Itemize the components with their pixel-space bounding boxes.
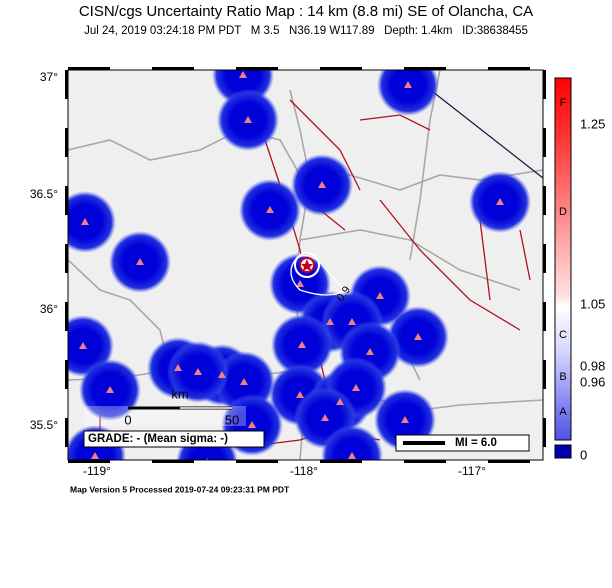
epicenter-ring	[294, 252, 320, 278]
station	[348, 452, 356, 459]
frame-segment	[543, 360, 546, 389]
lat-label: 37°	[40, 70, 58, 84]
lat-label: 36.5°	[30, 187, 58, 201]
frame-segment	[65, 70, 68, 99]
colorbar-letters: F D C B A	[559, 97, 567, 418]
station	[218, 371, 226, 378]
frame-segment	[543, 128, 546, 157]
station	[79, 342, 87, 349]
frame-segment	[65, 360, 68, 389]
contour	[290, 254, 347, 296]
frame-segment	[320, 67, 362, 70]
grade: GRADE: - (Mean sigma: -)	[88, 433, 228, 445]
frame-segment	[65, 302, 68, 331]
colorbar-tick: 0.96	[580, 374, 605, 389]
frame-segment	[65, 244, 68, 273]
station	[298, 341, 306, 348]
scale-bg	[84, 406, 246, 426]
colorbar-tick: 1.05	[580, 296, 605, 311]
lat-labels: 37° 36.5° 36° 35.5°	[30, 70, 58, 432]
frame-segment	[543, 244, 546, 273]
station	[401, 416, 409, 423]
footer: Map Version 5 Processed 2019-07-24 09:23…	[70, 484, 290, 494]
station	[244, 116, 252, 123]
station	[336, 398, 344, 405]
lat-label: 36°	[40, 302, 58, 316]
frame-segment	[543, 302, 546, 331]
frame-segment	[543, 186, 546, 215]
station	[318, 181, 326, 188]
frame-segment	[488, 67, 530, 70]
station	[248, 421, 256, 428]
station-area	[68, 191, 116, 253]
subtitle: Jul 24, 2019 03:24:18 PM PDT M 3.5 N36.1…	[84, 25, 528, 37]
station	[348, 318, 356, 325]
station-area	[321, 425, 383, 460]
colorbar-min	[554, 444, 572, 459]
frame-segment	[543, 70, 546, 99]
frame-segment	[320, 460, 362, 463]
frame-segment	[152, 67, 194, 70]
lon-labels: -119° -118° -117°	[83, 464, 486, 478]
station-area	[377, 70, 439, 116]
station	[414, 333, 422, 340]
frame-ticks	[65, 67, 546, 463]
lat-label: 35.5°	[30, 418, 58, 432]
frame-segment	[488, 460, 530, 463]
station	[91, 452, 99, 459]
station	[239, 71, 247, 78]
epicenter-star	[301, 259, 313, 271]
colorbar-tick: 1.25	[580, 116, 605, 131]
colorbar-letter: D	[559, 206, 567, 218]
frame-segment	[404, 67, 446, 70]
station	[266, 206, 274, 213]
colorbar	[554, 77, 572, 441]
lon-label: -119°	[83, 464, 111, 478]
legend: MI = 6.0	[455, 437, 497, 449]
colorbar-letter: A	[559, 406, 567, 418]
colorbar-tick: 0.98	[580, 358, 605, 373]
scale-tick: 0	[124, 412, 131, 427]
colorbar-letter: B	[559, 371, 566, 383]
station	[106, 386, 114, 393]
station	[174, 364, 182, 371]
title: CISN/cgs Uncertainty Ratio Map : 14 km (…	[79, 3, 533, 20]
colorbar-letter: C	[559, 329, 567, 341]
grade-box	[83, 430, 265, 448]
station	[326, 318, 334, 325]
station	[321, 414, 329, 421]
frame-segment	[236, 67, 278, 70]
lon-label: -118°	[290, 464, 318, 478]
legend-box	[395, 434, 530, 452]
station	[81, 218, 89, 225]
frame-segment	[68, 460, 110, 463]
station	[366, 348, 374, 355]
station	[352, 384, 360, 391]
station	[404, 81, 412, 88]
station	[194, 368, 202, 375]
frame-segment	[65, 418, 68, 447]
stations	[68, 70, 531, 460]
frame-segment	[543, 418, 546, 447]
colorbar-letter: F	[560, 97, 567, 109]
station	[496, 198, 504, 205]
scale-tick: 50	[225, 412, 239, 427]
station	[376, 292, 384, 299]
frame-segment	[65, 186, 68, 215]
frame-segment	[152, 460, 194, 463]
station	[296, 391, 304, 398]
colorbar-ticks: 1.25 1.05 0.98 0.96 0	[580, 116, 605, 462]
frame-segment	[236, 460, 278, 463]
map: 0.9 km 0 50 GRADE: - (Mean sigma: -) MI …	[68, 70, 543, 460]
lon-label: -117°	[458, 464, 486, 478]
frame-segment	[404, 460, 446, 463]
frame-segment	[68, 67, 110, 70]
scale-unit: km	[171, 386, 188, 401]
station	[136, 258, 144, 265]
station	[296, 280, 304, 287]
frame-segment	[65, 128, 68, 157]
station	[240, 378, 248, 385]
colorbar-tick: 0	[580, 447, 587, 462]
